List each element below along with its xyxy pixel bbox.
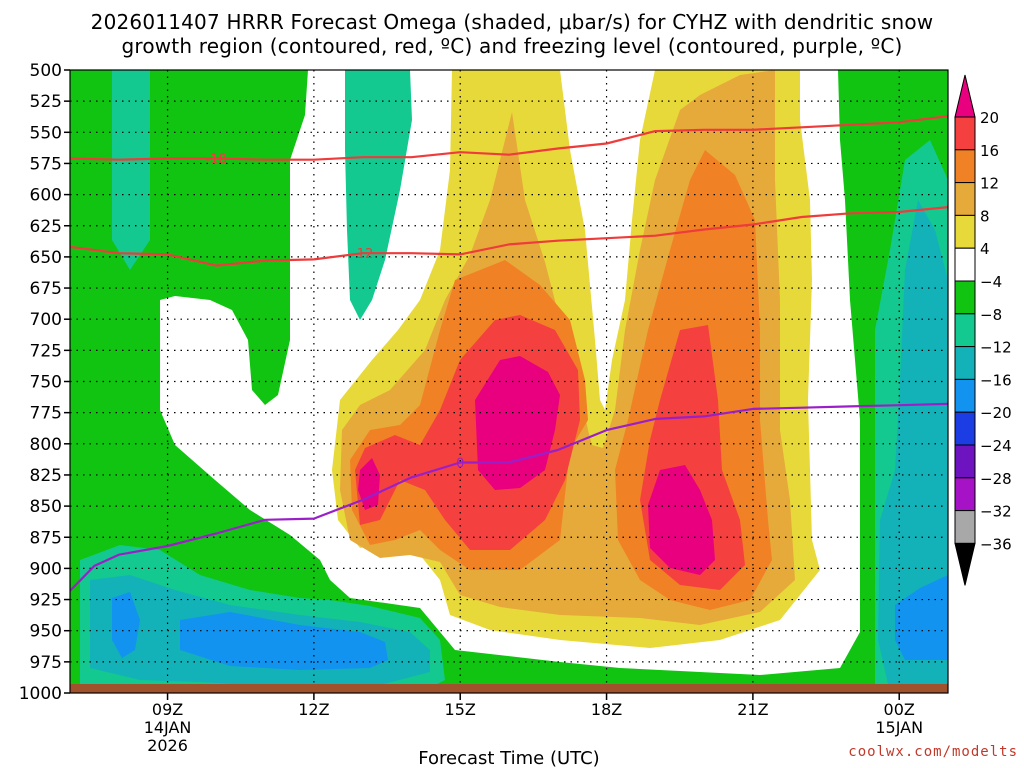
x-tick-label-18Z: 18Z [591, 700, 622, 719]
x-tick-label-00Z: 00Z [884, 700, 915, 719]
y-tick-label-675: 675 [30, 279, 62, 299]
colorbar-top-arrow [954, 74, 976, 118]
credit-text: coolwx.com/modelts [848, 744, 1018, 760]
contour-line--18 [70, 115, 948, 161]
contour-line-0 [70, 402, 948, 592]
colorbar-segment-1 [954, 116, 976, 151]
contour-label--12: -12 [352, 247, 373, 262]
y-tick-label-750: 750 [30, 373, 62, 393]
y-tick-label-800: 800 [30, 435, 62, 455]
y-tick-label-650: 650 [30, 248, 62, 268]
x-tick-date-00Z: 15JAN [875, 718, 923, 737]
y-tick-label-600: 600 [30, 186, 62, 206]
colorbar-label-5: −4 [980, 273, 1002, 291]
contour-lines [70, 115, 948, 592]
colorbar-segment-2 [954, 149, 976, 184]
y-tick-label-950: 950 [30, 622, 62, 642]
chart-title-line2: growth region (contoured, red, ºC) and f… [121, 34, 903, 58]
colorbar-bottom-arrow [954, 542, 976, 586]
ground-strip [70, 684, 948, 693]
colorbar-segment-8 [954, 346, 976, 380]
y-tick-label-775: 775 [30, 404, 62, 424]
y-tick-label-875: 875 [30, 528, 62, 548]
x-tick-label-15Z: 15Z [445, 700, 476, 719]
x-tick-date-09Z: 14JAN [144, 718, 192, 737]
y-tick-label-925: 925 [30, 591, 62, 611]
colorbar-segment-9 [954, 378, 976, 413]
colorbar-segment-4 [954, 214, 976, 249]
colorbar-label-12: −32 [980, 503, 1012, 521]
contour-label-0: 0 [456, 456, 464, 471]
chart-title-line1: 2026011407 HRRR Forecast Omega (shaded, … [90, 10, 934, 34]
colorbar-segment-10 [954, 411, 976, 446]
contour-line--12 [70, 206, 948, 267]
y-tick-label-725: 725 [30, 341, 62, 361]
colorbar-segment-6 [954, 280, 976, 315]
y-tick-label-625: 625 [30, 217, 62, 237]
y-tick-label-975: 975 [30, 653, 62, 673]
y-tick-label-550: 550 [30, 123, 62, 143]
colorbar-label-1: 16 [980, 142, 999, 160]
colorbar-label-3: 8 [980, 207, 990, 225]
colorbar-segment-12 [954, 477, 976, 512]
y-tick-label-575: 575 [30, 154, 62, 174]
colorbar-segment-5 [954, 247, 976, 282]
omega-level-minus16 [112, 575, 948, 670]
colorbar-label-6: −8 [980, 306, 1002, 324]
y-tick-label-1000: 1000 [19, 684, 62, 704]
y-tick-label-525: 525 [30, 92, 62, 112]
x-tick-label-21Z: 21Z [737, 700, 768, 719]
colorbar-label-2: 12 [980, 175, 999, 193]
y-tick-label-500: 500 [30, 61, 62, 81]
colorbar-label-0: 20 [980, 109, 999, 127]
x-axis-label: Forecast Time (UTC) [418, 748, 599, 768]
colorbar-label-11: −28 [980, 470, 1012, 488]
y-axis: 500 525 550 575 600 625 650 675 700 725 750 775 800 8… [19, 61, 70, 704]
colorbar-label-10: −24 [980, 437, 1012, 455]
colorbar-label-13: −36 [980, 535, 1012, 553]
colorbar-label-9: −20 [980, 404, 1012, 422]
x-tick-label-12Z: 12Z [298, 700, 329, 719]
omega-level-minus12 [90, 200, 948, 693]
omega-field [70, 70, 948, 693]
colorbar-label-8: −16 [980, 371, 1012, 389]
y-tick-label-825: 825 [30, 466, 62, 486]
y-tick-label-700: 700 [30, 310, 62, 330]
colorbar-segment-7 [954, 313, 976, 348]
colorbar-label-4: 4 [980, 240, 990, 258]
omega-level-plus20 [358, 356, 715, 575]
y-tick-label-850: 850 [30, 497, 62, 517]
colorbar: 20 16 12 8 4 −4 −8 −12 −16 −20 −24 −28 −32 −36 [954, 74, 1012, 586]
omega-level-minus4 [70, 70, 948, 693]
x-tick-label-09Z: 09Z [152, 700, 183, 719]
y-tick-label-900: 900 [30, 559, 62, 579]
colorbar-segment-11 [954, 444, 976, 479]
colorbar-segment-13 [954, 510, 976, 544]
contour-labels: -18 -12 0 [206, 152, 465, 471]
x-tick-year-09Z: 2026 [147, 736, 188, 755]
colorbar-segment-3 [954, 182, 976, 216]
contour-label--18: -18 [206, 152, 227, 167]
colorbar-label-7: −12 [980, 339, 1012, 357]
